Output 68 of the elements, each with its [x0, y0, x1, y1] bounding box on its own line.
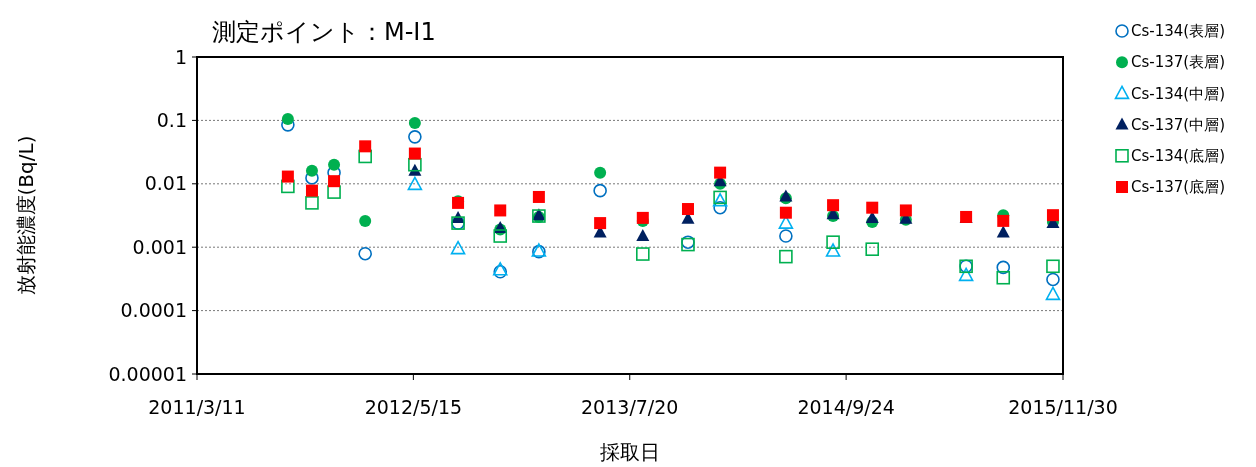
point: [1045, 286, 1061, 301]
point: [281, 170, 294, 183]
legend-label: Cs-137(底層): [1131, 178, 1226, 197]
y-tick-label: 1: [174, 45, 187, 68]
point: [594, 217, 607, 230]
point: [779, 249, 793, 264]
point: [714, 166, 727, 179]
point: [997, 214, 1010, 227]
point: [408, 117, 421, 129]
y-tick-label: 0.0001: [120, 299, 187, 322]
point: [825, 243, 841, 257]
point: [593, 183, 607, 198]
point: [996, 225, 1010, 238]
point: [532, 190, 545, 203]
point: [1046, 259, 1060, 274]
point: [408, 157, 422, 172]
point: [681, 203, 694, 216]
point: [407, 176, 423, 191]
point: [359, 140, 372, 153]
point: [450, 240, 466, 255]
legend-label: Cs-137(中層): [1131, 115, 1226, 134]
point: [358, 246, 372, 261]
point: [305, 171, 319, 185]
x-tick-label: 2015/11/30: [1008, 396, 1118, 418]
legend-label: Cs-137(表層): [1131, 53, 1226, 72]
point: [996, 270, 1011, 285]
point: [328, 175, 341, 188]
point: [1046, 209, 1059, 222]
point: [328, 158, 341, 171]
x-tick-label: 2011/3/11: [148, 396, 246, 418]
x-tick-label: 2013/7/20: [581, 396, 679, 418]
x-axis-title: 採取日: [600, 440, 660, 464]
legend-label: Cs-134(表層): [1131, 22, 1226, 41]
point: [281, 179, 295, 194]
point: [493, 229, 508, 243]
y-tick-label: 0.01: [144, 172, 187, 195]
point: [358, 149, 372, 164]
point: [1046, 272, 1060, 287]
point: [408, 130, 422, 144]
point: [408, 147, 421, 160]
point: [779, 229, 793, 243]
y-tick-label: 0.00001: [108, 362, 187, 385]
point: [958, 267, 974, 282]
point: [594, 166, 607, 179]
point: [281, 113, 294, 126]
point: [865, 242, 880, 256]
point: [899, 204, 912, 217]
legend-label: Cs-134(中層): [1131, 84, 1226, 103]
x-tick-label: 2012/5/15: [364, 396, 463, 418]
legend-label: Cs-134(底層): [1131, 147, 1226, 166]
chart-title: 測定ポイント：M-I1: [212, 18, 436, 46]
point: [826, 235, 840, 249]
y-tick-label: 0.001: [132, 235, 187, 258]
point: [359, 214, 372, 227]
point: [636, 247, 650, 261]
point: [996, 260, 1011, 275]
point: [305, 196, 319, 210]
point: [636, 229, 650, 242]
point: [866, 201, 879, 214]
point: [713, 200, 727, 215]
point: [305, 184, 318, 197]
point: [305, 164, 318, 177]
point: [779, 206, 792, 219]
y-tick-label: 0.1: [156, 109, 187, 132]
x-tick-label: 2014/9/24: [797, 396, 895, 418]
point: [494, 204, 507, 217]
point: [827, 199, 840, 212]
y-axis-title: 放射能濃度(Bq/L): [14, 135, 38, 296]
